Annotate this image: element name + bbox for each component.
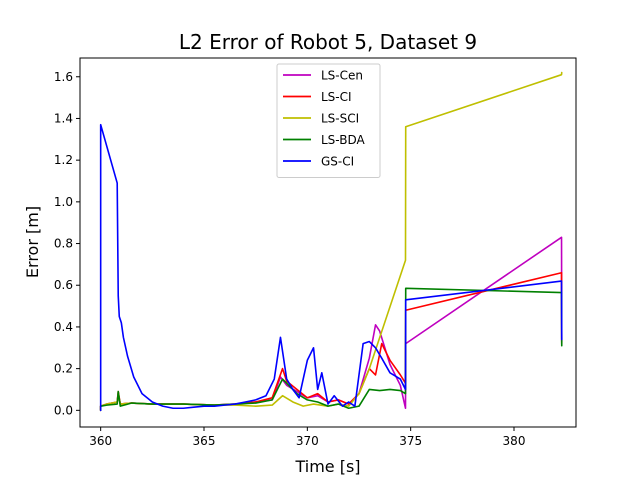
legend-label: LS-Cen (321, 69, 363, 83)
y-axis-ticks: 0.0 0.2 0.4 0.6 0.8 1.0 1.2 1.4 1.6 (54, 70, 80, 417)
y-tick-label: 0.0 (54, 403, 73, 417)
series-layer (99, 71, 563, 412)
y-tick-label: 1.2 (54, 153, 73, 167)
y-tick-label: 0.4 (54, 320, 73, 334)
y-tick-label: 1.6 (54, 70, 73, 84)
legend-label: LS-BDA (321, 133, 365, 147)
x-axis-ticks: 360 365 370 375 380 (89, 427, 525, 448)
legend: LS-Cen LS-CI LS-SCI LS-BDA GS-CI (276, 63, 381, 178)
legend-box (276, 63, 381, 178)
legend-label: LS-CI (321, 90, 352, 104)
series-line-gs-ci (99, 123, 563, 412)
chart-title: L2 Error of Robot 5, Dataset 9 (179, 30, 477, 54)
y-tick-label: 0.2 (54, 362, 73, 376)
x-tick-label: 365 (193, 434, 216, 448)
y-axis-title: Error [m] (23, 206, 42, 278)
y-tick-label: 0.8 (54, 237, 73, 251)
y-tick-label: 1.4 (54, 111, 73, 125)
x-axis-title: Time [s] (294, 457, 360, 476)
x-tick-label: 360 (89, 434, 112, 448)
x-tick-label: 380 (503, 434, 526, 448)
legend-label: GS-CI (321, 155, 354, 169)
x-tick-label: 375 (399, 434, 422, 448)
legend-label: LS-SCI (321, 112, 359, 126)
plot-frame (79, 57, 577, 428)
x-tick-label: 370 (296, 434, 319, 448)
y-tick-label: 0.6 (54, 278, 73, 292)
y-tick-label: 1.0 (54, 195, 73, 209)
